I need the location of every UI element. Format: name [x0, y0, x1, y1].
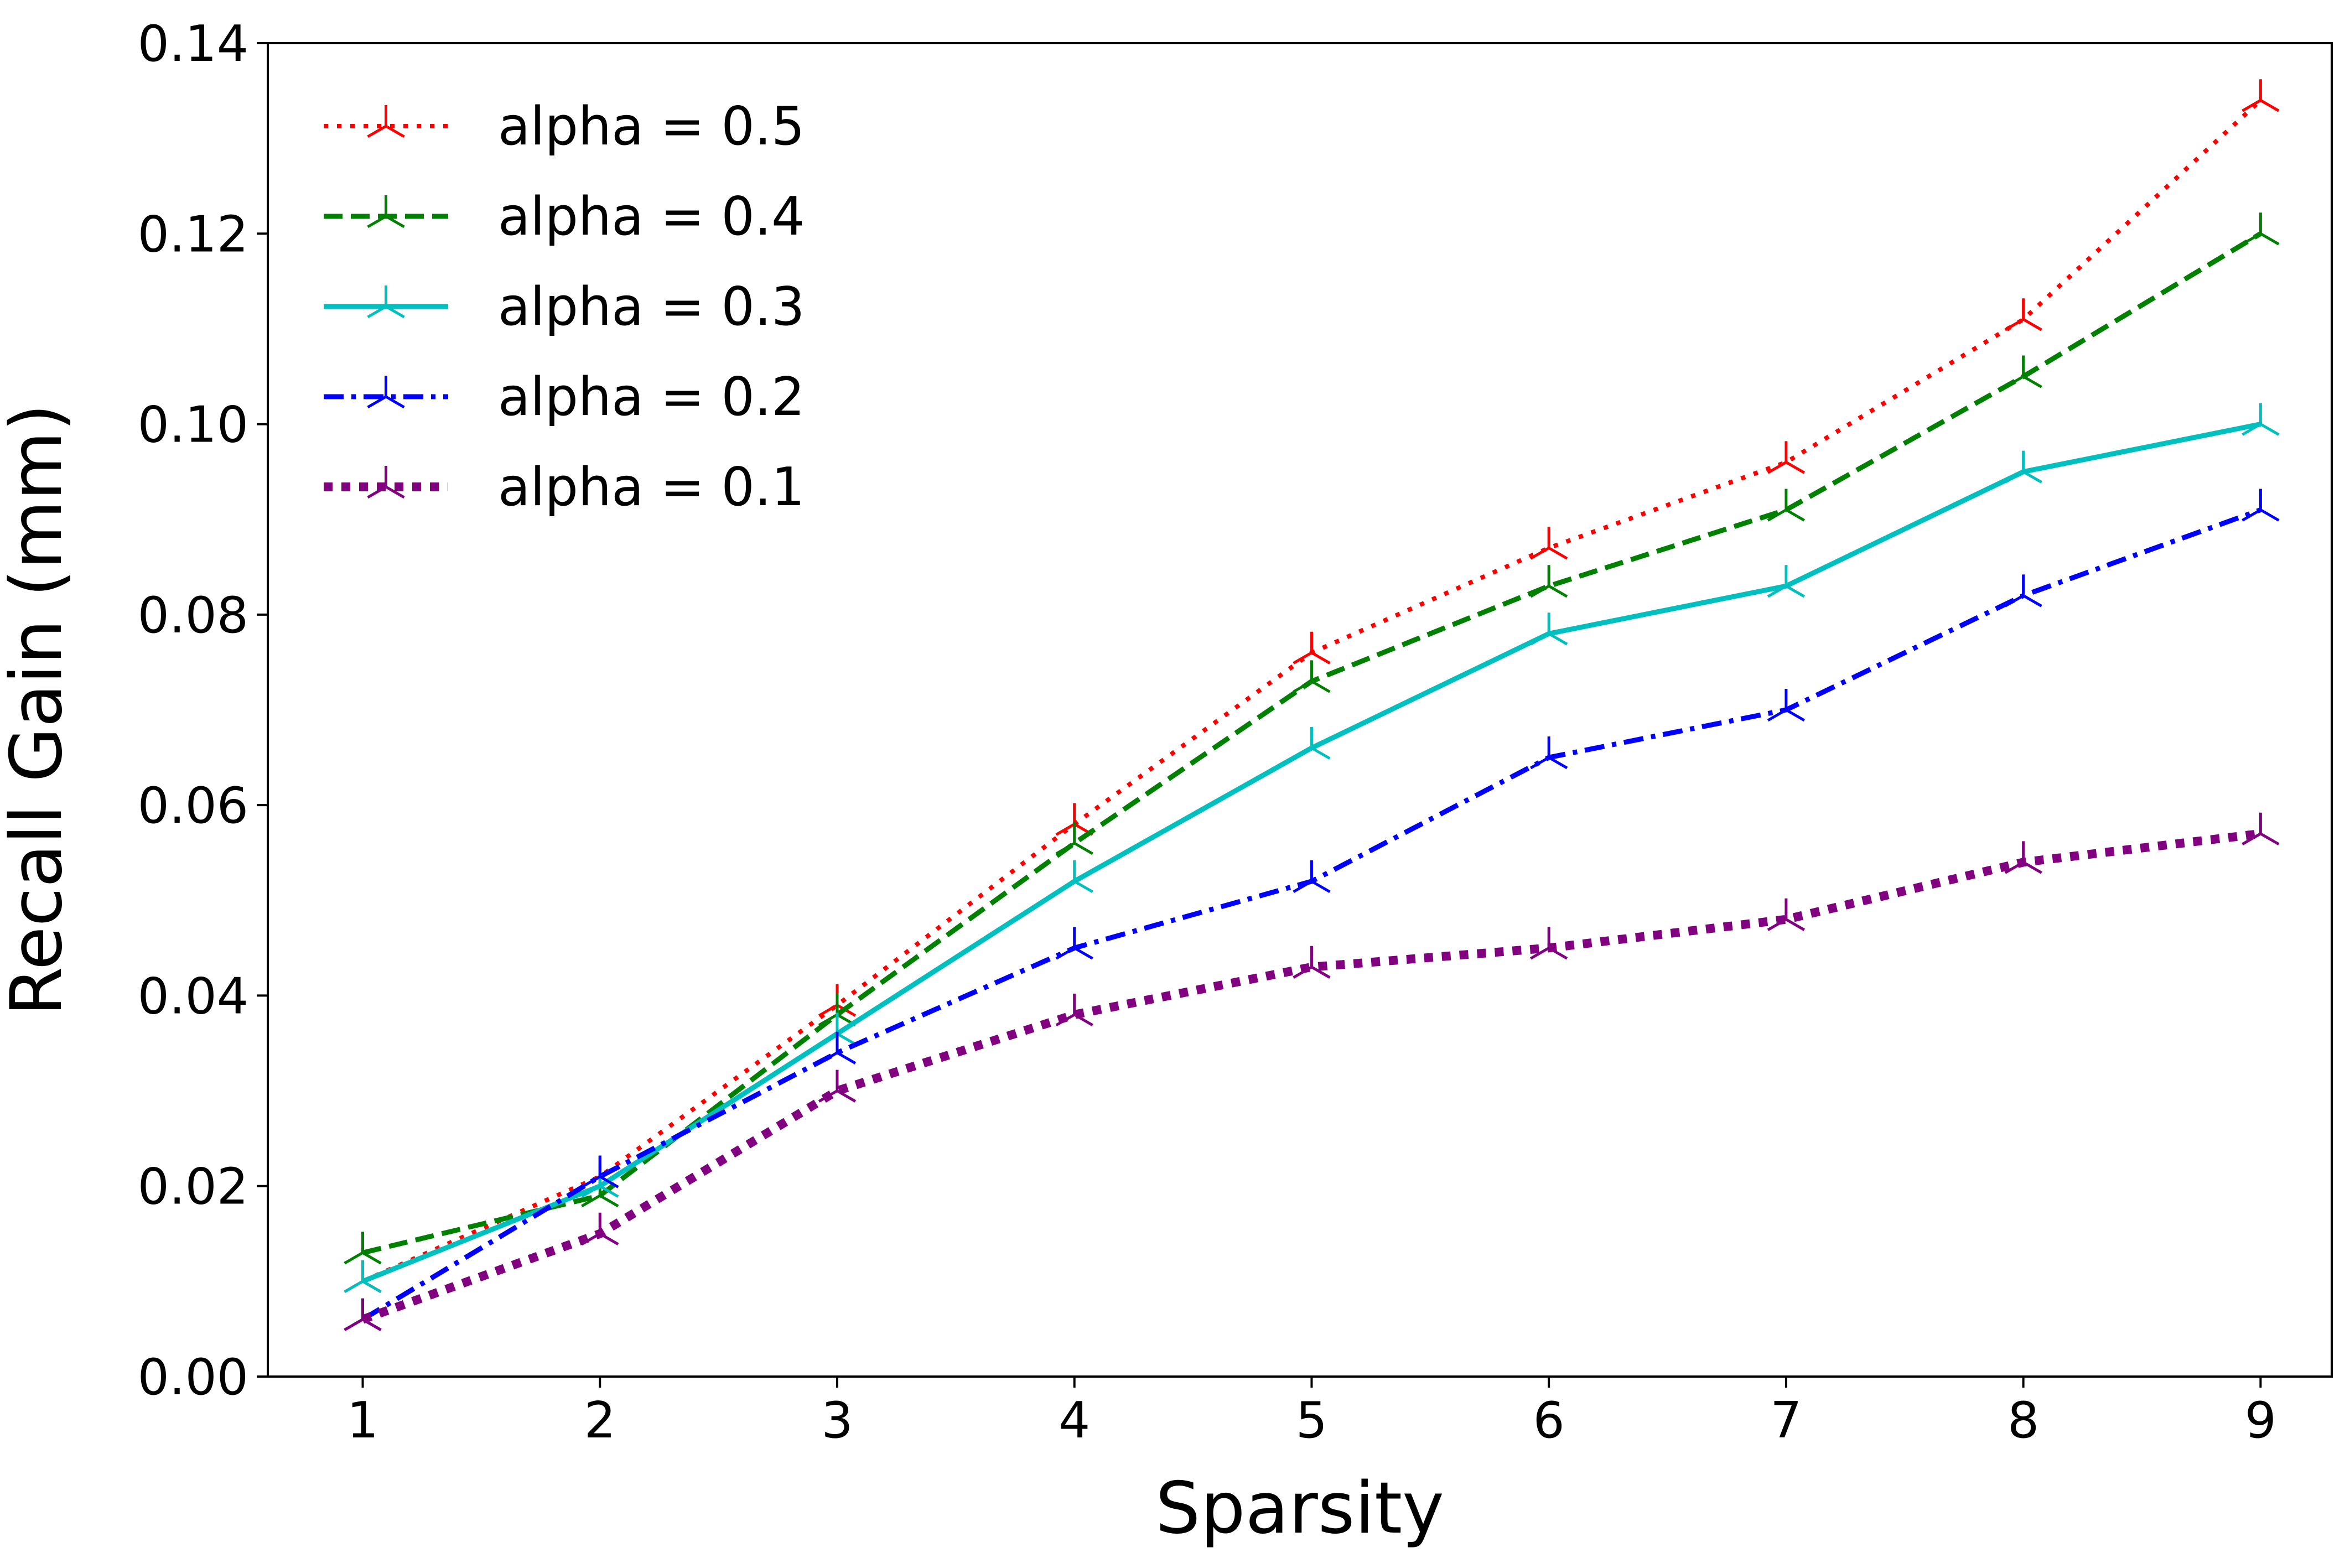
data-point	[2004, 574, 2042, 608]
data-point	[1767, 898, 1806, 931]
data-point	[2004, 298, 2042, 331]
y-tick-label: 0.12	[138, 205, 248, 263]
data-point	[1530, 612, 1568, 646]
legend-label: alpha = 0.1	[498, 457, 805, 518]
legend: alpha = 0.5 alpha = 0.4 alpha = 0.3 alpha =…	[324, 96, 805, 518]
y-tick-label: 0.10	[138, 396, 248, 454]
data-point	[1530, 927, 1568, 960]
data-point	[344, 1298, 382, 1331]
data-point	[1055, 927, 1093, 960]
x-tick-label: 3	[821, 1392, 853, 1450]
data-point	[1293, 726, 1331, 760]
data-point	[1767, 689, 1806, 722]
series-4	[344, 489, 2280, 1331]
data-point	[2004, 450, 2042, 484]
data-point	[1055, 993, 1093, 1027]
data-point	[1767, 489, 1806, 522]
legend-item: alpha = 0.1	[324, 457, 805, 518]
legend-item: alpha = 0.3	[324, 277, 805, 338]
plot-area	[267, 42, 2333, 1378]
series-5	[344, 812, 2280, 1331]
data-point	[2242, 403, 2280, 436]
data-point	[1293, 946, 1331, 979]
y-tick-label: 0.04	[138, 967, 248, 1025]
data-point	[1293, 860, 1331, 894]
legend-marker	[367, 466, 405, 499]
legend-marker	[367, 376, 405, 409]
data-point	[1530, 565, 1568, 598]
data-point	[1767, 441, 1806, 474]
legend-label: alpha = 0.5	[498, 96, 805, 157]
y-tick-label: 0.06	[138, 777, 248, 835]
x-tick-label: 5	[1296, 1392, 1327, 1450]
data-point	[1293, 631, 1331, 664]
y-tick-label: 0.08	[138, 586, 248, 645]
data-point	[1530, 736, 1568, 770]
data-point	[1530, 527, 1568, 560]
x-tick-label: 1	[347, 1392, 378, 1450]
data-point	[1055, 860, 1093, 894]
x-tick-label: 8	[2007, 1392, 2039, 1450]
data-point	[581, 1155, 619, 1188]
data-point	[2242, 812, 2280, 845]
data-point	[2242, 489, 2280, 522]
data-point	[2004, 355, 2042, 388]
y-tick-label: 0.00	[138, 1348, 248, 1406]
legend-marker	[367, 195, 405, 229]
legend-item: alpha = 0.4	[324, 186, 805, 247]
x-tick-label: 9	[2245, 1392, 2276, 1450]
data-point	[1055, 822, 1093, 855]
legend-item: alpha = 0.2	[324, 367, 805, 428]
data-point	[818, 1069, 857, 1103]
series-layer	[344, 79, 2280, 1331]
data-point	[344, 1232, 382, 1265]
data-point	[2242, 212, 2280, 246]
y-axis-title: Recall Gain (mm)	[0, 404, 78, 1016]
legend-marker	[367, 105, 405, 138]
x-axis-title: Sparsity	[1155, 1467, 1444, 1550]
legend-label: alpha = 0.4	[498, 186, 805, 247]
data-point	[344, 1260, 382, 1294]
axis-layer: 1 2 3 4 5 6 7 8 9 0.00 0.02 0.04 0.06 0.08 0.10 0.12 0.1…	[138, 15, 2276, 1450]
x-tick-label: 4	[1059, 1392, 1090, 1450]
x-tick-label: 7	[1770, 1392, 1802, 1450]
y-tick-label: 0.02	[138, 1158, 248, 1216]
x-tick-label: 2	[584, 1392, 616, 1450]
legend-label: alpha = 0.3	[498, 277, 805, 338]
data-point	[1293, 660, 1331, 693]
x-tick-label: 6	[1533, 1392, 1565, 1450]
data-point	[2004, 841, 2042, 874]
y-tick-label: 0.14	[138, 15, 248, 73]
data-point	[818, 1031, 857, 1065]
legend-label: alpha = 0.2	[498, 367, 805, 428]
legend-marker	[367, 285, 405, 319]
data-point	[1767, 565, 1806, 598]
series-line	[361, 829, 2261, 1324]
data-point	[818, 1013, 857, 1046]
data-point	[2242, 79, 2280, 112]
data-point	[581, 1212, 619, 1245]
legend-item: alpha = 0.5	[324, 96, 805, 157]
